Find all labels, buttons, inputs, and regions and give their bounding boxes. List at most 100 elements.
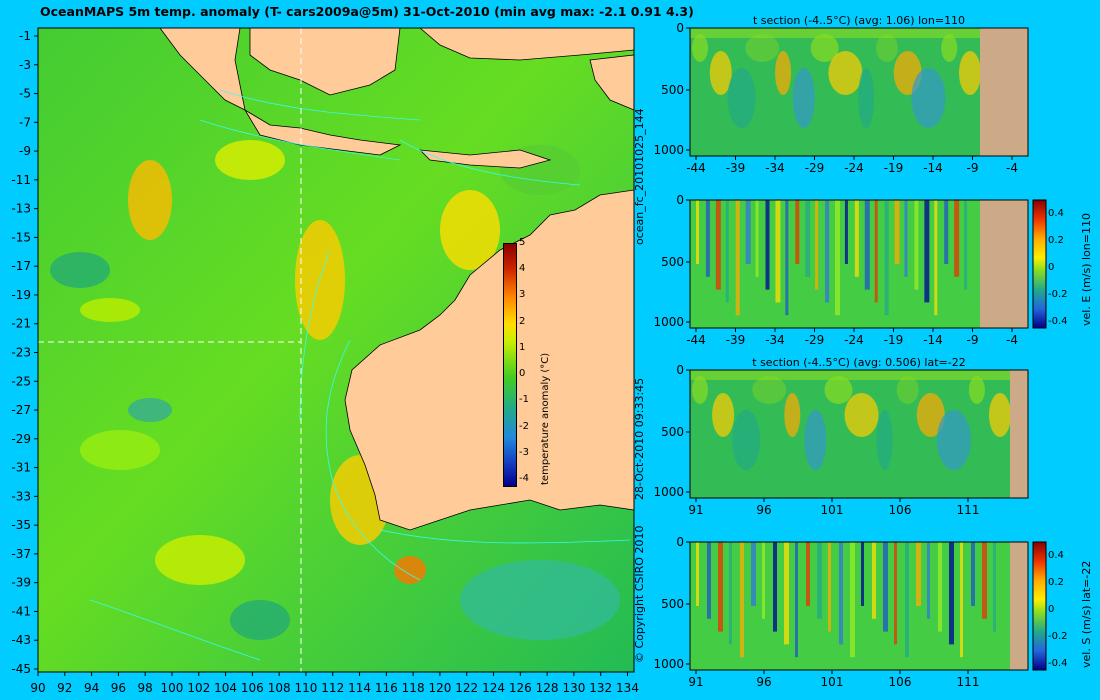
section-plot-area <box>690 370 1028 498</box>
section-x-tick: -39 <box>726 161 746 175</box>
map-y-tick: -29 <box>11 432 31 446</box>
section-x-tick: -19 <box>884 161 904 175</box>
section-title: t section (-4..5°C) (avg: 0.506) lat=-22 <box>752 356 965 369</box>
map-x-tick: 108 <box>268 681 291 695</box>
velocity-colorbar-tick: 0 <box>1048 604 1054 615</box>
map-x-tick: 126 <box>509 681 532 695</box>
map-x-axis: 90 92 94 96 98 100 102 104 106 108 110 112 114 116 118… <box>30 672 639 695</box>
section-x-tick: -34 <box>765 161 785 175</box>
velocity-colorbar-tick: 0.2 <box>1048 577 1064 588</box>
velocity-colorbar-tick: 0 <box>1048 262 1054 273</box>
map-x-tick: 120 <box>428 681 451 695</box>
section-side-label: vel. E (m/s) lon=110 <box>1080 213 1093 326</box>
map-x-tick: 112 <box>321 681 344 695</box>
section-x-tick: 96 <box>756 675 771 689</box>
section-x-tick: -29 <box>805 333 825 347</box>
velocity-colorbar-tick: 0.2 <box>1048 235 1064 246</box>
section-panel-1: t section (-4..5°C) (avg: 1.06) lon=110 0… <box>653 14 1029 175</box>
map-y-axis: -1 -3 -5 -7 -9 -11 -13 -15 -17 -19 -21 -23 -25 -27 -29… <box>11 29 38 676</box>
map-x-tick: 100 <box>161 681 184 695</box>
velocity-colorbar-tick: -0.2 <box>1048 289 1068 300</box>
colorbar-tick: -1 <box>519 394 529 406</box>
map-y-tick: -37 <box>11 547 31 561</box>
section-y-tick: 1000 <box>653 657 684 671</box>
map-x-tick: 104 <box>214 681 237 695</box>
section-x-tick: -9 <box>967 333 979 347</box>
colorbar-tick: -3 <box>519 446 529 458</box>
map-y-tick: -25 <box>11 374 31 388</box>
map-x-tick: 116 <box>375 681 398 695</box>
colorbar-tick: 2 <box>519 315 526 327</box>
section-x-tick: 91 <box>688 675 703 689</box>
section-y-tick: 0 <box>676 193 684 207</box>
section-x-tick: -44 <box>686 161 706 175</box>
map-y-tick: -35 <box>11 518 31 532</box>
section-plot-area <box>690 542 1028 670</box>
section-y-tick: 0 <box>676 363 684 377</box>
velocity-colorbar-tick: -0.4 <box>1048 658 1068 669</box>
section-y-tick: 1000 <box>653 485 684 499</box>
colorbar-tick: 4 <box>519 263 526 275</box>
map-y-tick: -31 <box>11 461 31 475</box>
map-x-tick: 132 <box>589 681 612 695</box>
section-x-tick: -44 <box>686 333 706 347</box>
main-map: -1-3-5-7-9-11-13-15-17-19-21-23-25-27-29… <box>11 27 639 695</box>
map-x-tick: 94 <box>84 681 99 695</box>
section-y-tick: 500 <box>661 425 684 439</box>
map-x-tick: 98 <box>138 681 153 695</box>
map-y-tick: -1 <box>19 29 31 43</box>
section-x-tick: -4 <box>1006 333 1018 347</box>
map-x-tick: 114 <box>348 681 371 695</box>
map-y-tick: -19 <box>11 288 31 302</box>
velocity-colorbar-tick: 0.4 <box>1048 550 1064 561</box>
section-x-tick: -24 <box>844 161 864 175</box>
map-x-tick: 102 <box>187 681 210 695</box>
section-plot-area <box>690 200 1028 328</box>
section-y-tick: 0 <box>676 535 684 549</box>
section-y-tick: 500 <box>661 597 684 611</box>
colorbar-tick: 0 <box>519 368 526 380</box>
section-side-label: vel. S (m/s) lat=-22 <box>1080 561 1093 668</box>
map-y-tick: -23 <box>11 346 31 360</box>
section-y-tick: 1000 <box>653 315 684 329</box>
map-plot-area <box>38 27 635 672</box>
section-x-tick: 96 <box>756 503 771 517</box>
colorbar-tick: 3 <box>519 289 526 301</box>
section-x-tick: 106 <box>889 503 912 517</box>
section-x-tick: -14 <box>923 161 943 175</box>
section-x-tick: 111 <box>957 675 980 689</box>
map-y-tick: -39 <box>11 576 31 590</box>
section-y-tick: 0 <box>676 21 684 35</box>
section-panel-4: 0 500 1000 91 96 101 106 111 0.4 0.2 0 -0.2 -0.4 vel.… <box>653 535 1093 689</box>
map-x-tick: 134 <box>616 681 639 695</box>
section-panel-3: t section (-4..5°C) (avg: 0.506) lat=-22… <box>653 356 1029 517</box>
map-x-tick: 90 <box>30 681 45 695</box>
velocity-colorbar <box>1032 541 1047 671</box>
section-plot-area <box>690 28 1028 156</box>
map-x-tick: 124 <box>482 681 505 695</box>
colorbar-tick: 1 <box>519 341 526 353</box>
map-y-tick: -5 <box>19 87 31 101</box>
velocity-colorbar-tick: 0.4 <box>1048 208 1064 219</box>
map-y-tick: -9 <box>19 144 31 158</box>
section-x-tick: -14 <box>923 333 943 347</box>
velocity-colorbar-tick: -0.4 <box>1048 316 1068 327</box>
section-y-tick: 500 <box>661 83 684 97</box>
map-y-tick: -45 <box>11 662 31 676</box>
section-panel-2: 0 500 1000-44 -39 -34 -29 -24 -19 -14 -9 -4 0.4 0.2 0… <box>653 193 1093 347</box>
section-x-tick: -9 <box>967 161 979 175</box>
map-x-tick: 118 <box>402 681 425 695</box>
section-x-tick: 106 <box>889 675 912 689</box>
map-y-tick: -41 <box>11 604 31 618</box>
map-x-tick: 106 <box>241 681 264 695</box>
velocity-colorbar-tick: -0.2 <box>1048 631 1068 642</box>
colorbar-tick: -4 <box>519 473 529 484</box>
section-x-tick: -39 <box>726 333 746 347</box>
map-y-tick: -13 <box>11 202 31 216</box>
map-y-tick: -11 <box>11 173 31 187</box>
section-x-tick: -34 <box>765 333 785 347</box>
map-colorbar-ticks: 5 4 3 2 1 0 -1 -2 -3 -4 <box>519 237 539 485</box>
page-title: OceanMAPS 5m temp. anomaly (T- cars2009a… <box>40 4 694 19</box>
map-x-tick: 130 <box>562 681 585 695</box>
section-x-tick: -19 <box>884 333 904 347</box>
